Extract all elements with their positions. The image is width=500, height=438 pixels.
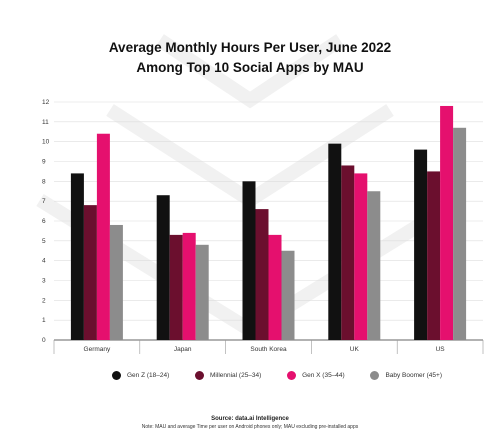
y-tick-label: 5: [42, 238, 46, 245]
legend-swatch-millennial: [195, 370, 205, 380]
chart-subtitle: Among Top 10 Social Apps by MAU: [136, 60, 364, 75]
source-text: Source: data.ai Intelligence: [211, 416, 289, 422]
legend-label-gen-x: Gen X (35–44): [302, 371, 345, 379]
bar: [281, 250, 295, 340]
y-tick-label: 7: [42, 198, 46, 205]
bar: [367, 191, 381, 340]
y-tick-label: 9: [42, 159, 46, 166]
bar: [341, 165, 355, 340]
legend-item-millennial: Millennial (25–34): [195, 370, 262, 380]
y-tick-label: 4: [42, 258, 46, 265]
x-tick-label: UK: [350, 346, 360, 353]
y-tick-label: 8: [42, 178, 46, 185]
bar: [83, 205, 97, 340]
legend-swatch-gen-z: [112, 370, 121, 380]
x-tick-label: Japan: [174, 346, 192, 353]
legend-item-gen-x: Gen X (35–44): [287, 370, 345, 380]
y-tick-label: 10: [42, 139, 50, 146]
x-tick-label: Germany: [84, 346, 111, 353]
bar: [414, 149, 428, 340]
legend-label-millennial: Millennial (25–34): [210, 371, 262, 379]
bar: [109, 224, 123, 340]
note-text: Note: MAU and average Time per user on A…: [141, 424, 359, 430]
legend: Gen Z (18–24) Millennial (25–34) Gen X (…: [112, 368, 442, 382]
bar: [156, 195, 170, 340]
bar: [453, 127, 467, 341]
y-tick-label: 3: [42, 278, 46, 285]
bar: [242, 181, 256, 340]
bar: [70, 173, 84, 340]
y-tick-label: 11: [42, 119, 49, 126]
bar: [96, 133, 110, 340]
bar: [268, 234, 282, 340]
bar: [427, 171, 441, 340]
chart-title: Average Monthly Hours Per User, June 202…: [108, 40, 392, 55]
x-tick-label: South Korea: [250, 346, 287, 353]
y-tick-label: 6: [42, 218, 46, 225]
legend-label-baby-boomer: Baby Boomer (45+): [385, 371, 442, 379]
bar: [440, 105, 454, 340]
bar: [169, 234, 183, 340]
bar: [255, 209, 269, 340]
y-tick-label: 2: [42, 297, 46, 304]
legend-swatch-gen-x: [287, 370, 297, 380]
y-tick-label: 1: [42, 317, 46, 324]
legend-item-baby-boomer: Baby Boomer (45+): [370, 370, 442, 380]
bar: [195, 244, 209, 340]
legend-label-gen-z: Gen Z (18–24): [127, 371, 170, 379]
legend-swatch-baby-boomer: [370, 370, 380, 380]
bar: [328, 143, 342, 340]
legend-item-gen-z: Gen Z (18–24): [112, 370, 170, 380]
x-axis-ticks: Germany Japan South Korea UK US: [53, 340, 484, 354]
bar: [354, 173, 368, 340]
y-tick-label: 12: [42, 99, 50, 106]
x-tick-label: US: [436, 346, 446, 353]
y-tick-label: 0: [42, 337, 46, 344]
bar: [182, 232, 196, 340]
bars: [70, 105, 467, 341]
